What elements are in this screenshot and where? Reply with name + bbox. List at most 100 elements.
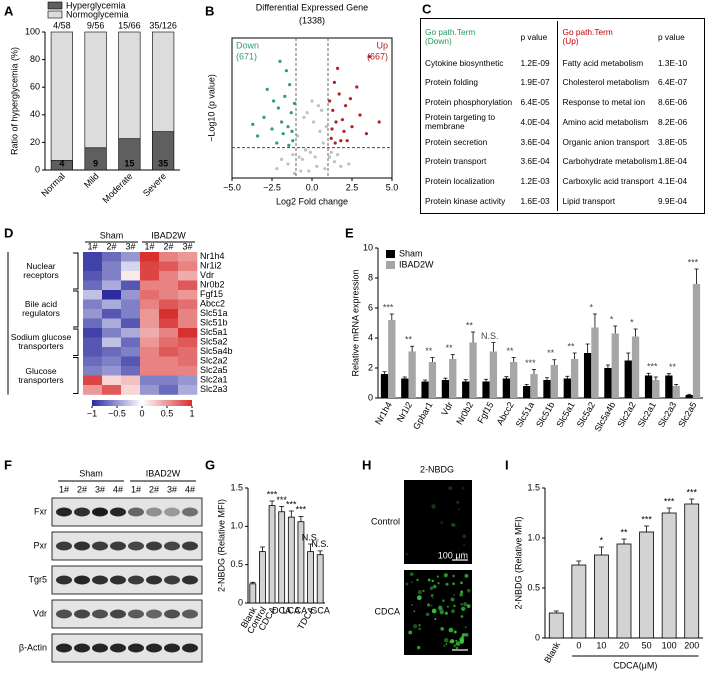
lane-label: 4# (113, 484, 123, 494)
row-label: Slc5a4b (200, 346, 233, 356)
point (313, 155, 317, 159)
blot-band (146, 541, 162, 551)
x-tick-label: Slc51a (514, 400, 536, 429)
cell-dot (410, 603, 413, 606)
error-bar (585, 343, 590, 353)
heat-cell (121, 290, 141, 300)
blot-band (128, 609, 144, 619)
table-cell: 1.6E-03 (521, 191, 558, 211)
protein-label: Pxr (34, 540, 48, 550)
error-bar (592, 313, 597, 328)
significance: *** (647, 362, 658, 372)
fraction-label: 35/126 (149, 20, 177, 30)
cell-dot (440, 626, 445, 631)
colorbar-label: −0.5 (108, 408, 126, 418)
error-bar (402, 376, 407, 379)
bar (571, 564, 587, 639)
x-tick-label: Slc2a1 (636, 400, 658, 429)
significance: * (590, 302, 594, 312)
cell-dot (418, 624, 421, 627)
heat-cell (102, 375, 122, 386)
heat-cell (121, 366, 141, 376)
point (292, 101, 296, 105)
heat-cell (140, 261, 160, 272)
cell-dot (427, 578, 431, 582)
y-axis-label: Relative mRNA expression (350, 269, 360, 376)
header-text: Go path.Term (425, 27, 476, 38)
point (304, 148, 308, 152)
point (302, 115, 306, 119)
cell-dot (466, 588, 471, 593)
heat-cell (159, 290, 179, 300)
point (336, 66, 340, 70)
lane-label: 1# (59, 484, 69, 494)
bar (449, 359, 457, 398)
heat-cell (159, 280, 179, 291)
heat-cell (83, 375, 103, 386)
cell-dot (459, 637, 465, 642)
heat-cell (121, 385, 141, 395)
group-bracket (73, 328, 79, 356)
cell-dot (452, 582, 455, 586)
cell-dot (457, 508, 460, 511)
chart-subtitle: (1338) (299, 15, 325, 25)
error-bar (389, 313, 394, 320)
heat-cell (140, 299, 160, 310)
cell-dot (438, 605, 443, 610)
lane-label: 2# (77, 484, 87, 494)
cell-dot (448, 486, 453, 490)
x-tick-label: 0.0 (306, 182, 319, 192)
bar (441, 380, 450, 398)
point (280, 157, 284, 161)
blot-band (74, 643, 90, 653)
heat-cell (178, 280, 198, 291)
y-tick-label: 0 (238, 597, 243, 607)
lane-label: 4# (185, 484, 195, 494)
fraction-label: 9/56 (87, 20, 105, 30)
blot-band (182, 643, 198, 653)
point (256, 134, 260, 138)
error-bar (576, 560, 582, 565)
point (275, 167, 279, 171)
colorbar-label: 1 (189, 408, 194, 418)
significance: *** (276, 495, 287, 505)
row-label: Slc2a1 (200, 375, 228, 385)
cell-dot (464, 626, 467, 629)
x-tick-label: Slc2a5 (676, 400, 698, 429)
row-group-label: Bile acid regulators (22, 299, 60, 318)
error-bar (633, 328, 638, 337)
error-bar (646, 372, 651, 376)
micrograph-title: 2-NBDG (420, 464, 454, 474)
bar (278, 511, 286, 604)
cell-dot (432, 584, 437, 589)
cell-dot (408, 630, 413, 635)
heat-cell (159, 385, 179, 395)
x-tick-label: GCA (310, 605, 330, 615)
bar (530, 374, 538, 398)
point (328, 155, 332, 159)
blot-band (74, 541, 90, 551)
significance: * (630, 317, 634, 327)
blot-band (128, 541, 144, 551)
heat-cell (83, 261, 103, 272)
table-cell: Protein folding (425, 77, 479, 88)
point (329, 136, 333, 140)
cell-dot (442, 599, 445, 602)
heat-cell (102, 347, 122, 357)
bar (631, 336, 640, 398)
count-label: 35 (158, 158, 168, 168)
point (342, 129, 346, 133)
blot-band (146, 507, 162, 517)
error-bar (250, 581, 256, 584)
blot-band (74, 609, 90, 619)
heat-cell (140, 252, 160, 262)
x-tick-label: −2.5 (263, 182, 281, 192)
cell-dot (453, 604, 456, 608)
heat-cell (159, 252, 179, 262)
cell-dot (431, 608, 437, 614)
table-cell: 8.6E-06 (658, 97, 688, 108)
error-bar (430, 357, 435, 362)
bar (639, 531, 654, 639)
bar (316, 554, 324, 604)
point (337, 92, 341, 96)
